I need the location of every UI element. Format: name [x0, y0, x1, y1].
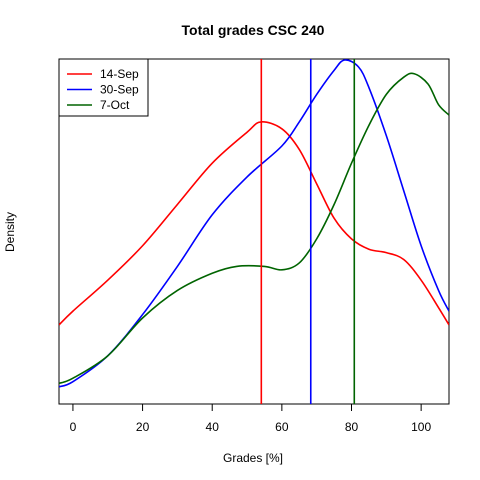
legend-label-7-Oct: 7-Oct [100, 98, 130, 112]
x-axis-label: Grades [%] [223, 451, 283, 465]
x-tick-label-100: 100 [411, 420, 431, 434]
x-tick-label-80: 80 [345, 420, 359, 434]
legend-label-30-Sep: 30-Sep [100, 83, 139, 97]
x-axis: 0 20 40 60 80 100 [70, 404, 431, 434]
y-axis-label: Density [3, 212, 17, 252]
series-line-14-Sep [59, 121, 449, 326]
series-line-7-Oct [59, 72, 449, 385]
x-tick-label-20: 20 [136, 420, 150, 434]
x-tick-label-0: 0 [70, 420, 77, 434]
legend-label-14-Sep: 14-Sep [100, 67, 139, 81]
x-tick-label-40: 40 [206, 420, 220, 434]
x-tick-label-60: 60 [275, 420, 289, 434]
chart-title: Total grades CSC 240 [182, 22, 325, 38]
plot-frame [58, 58, 450, 405]
series-line-30-Sep [59, 59, 449, 388]
mean-lines-layer [260, 59, 356, 404]
legend-box [58, 58, 149, 117]
series-layer [59, 59, 449, 388]
